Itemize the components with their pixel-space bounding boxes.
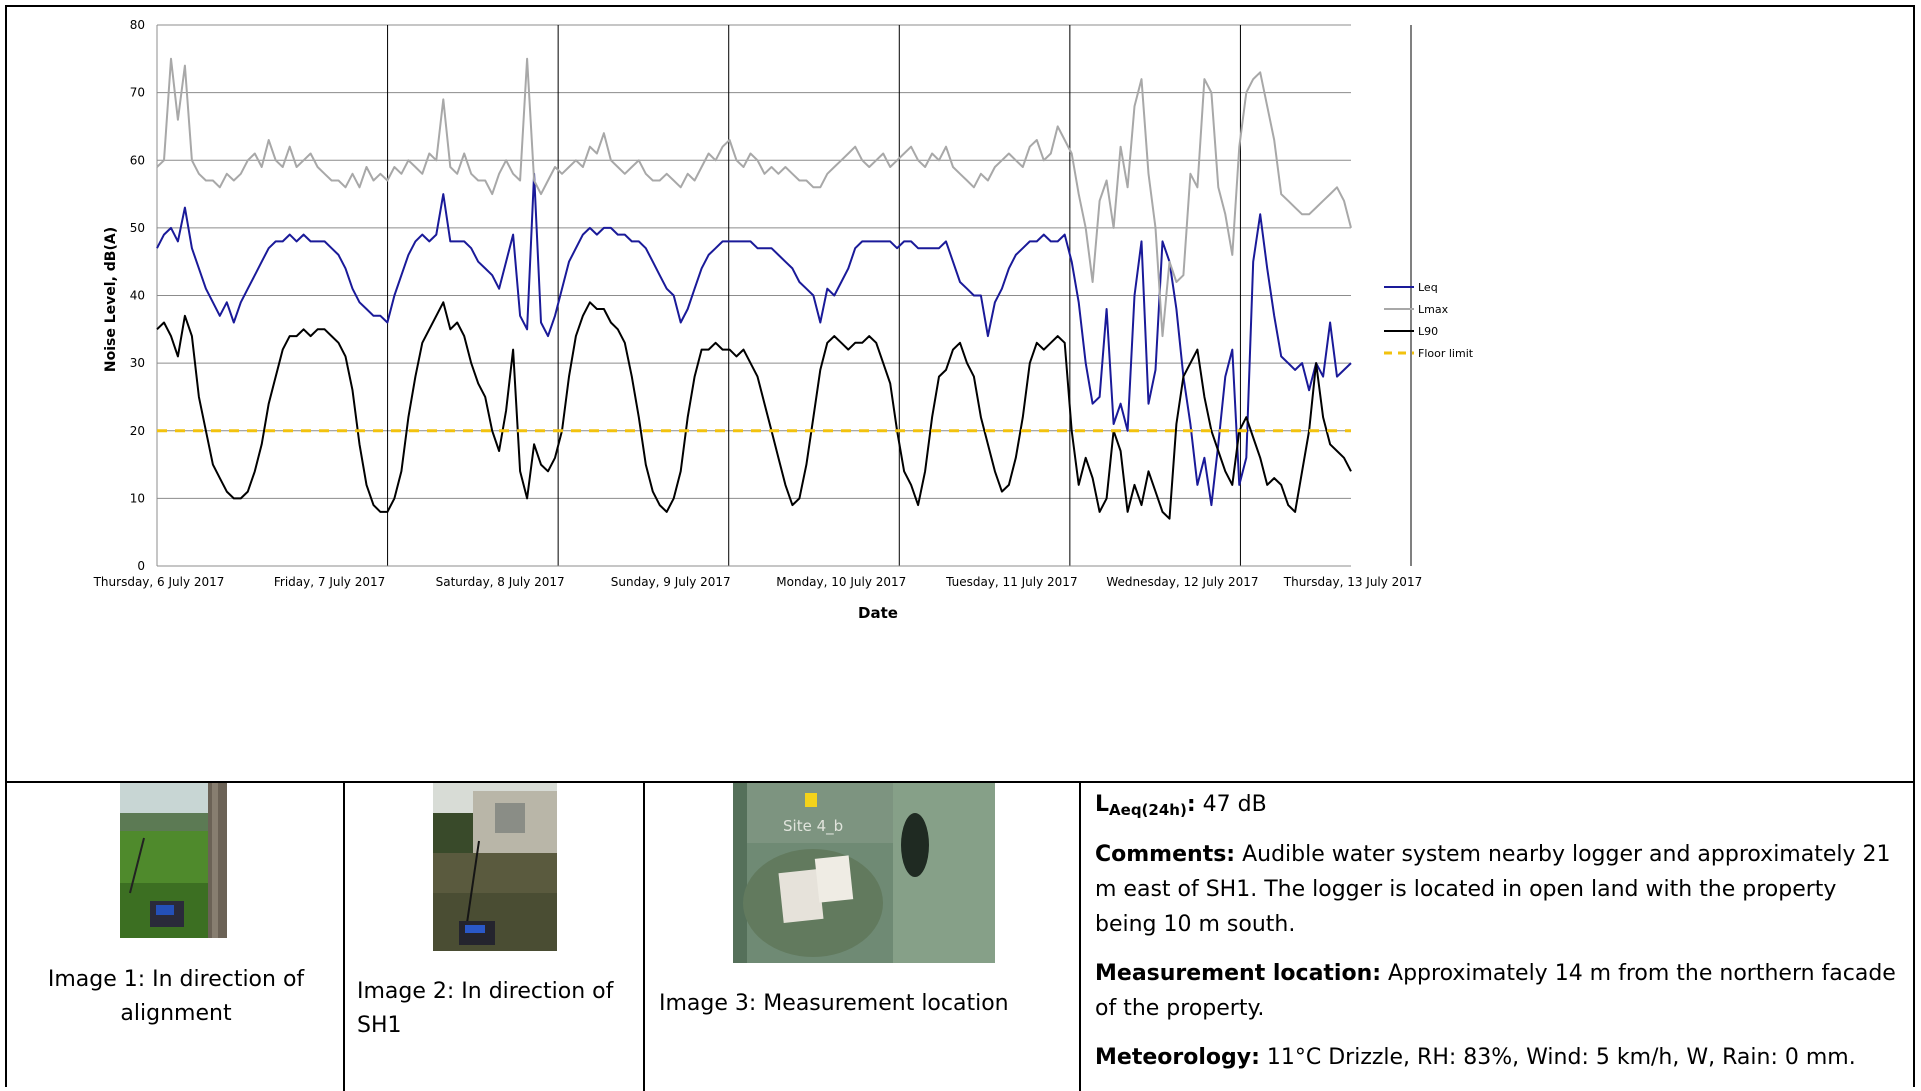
legend-label: Leq	[1418, 281, 1438, 294]
y-tick-label: 30	[130, 356, 145, 370]
legend-label: Floor limit	[1418, 347, 1474, 360]
y-tick-label: 10	[130, 491, 145, 505]
photo-alignment	[120, 783, 227, 938]
report-frame: 0 10 20 30 40 50 60 70 80 Thursday, 6 July 2017 Fr…	[5, 5, 1915, 1091]
x-tick-label: Friday, 7 July 2017	[274, 575, 385, 589]
photo-cell-2: Image 2: In direction of SH1	[345, 783, 645, 1091]
comments-label: Comments:	[1095, 842, 1236, 867]
map-site-label: Site 4_b	[783, 817, 843, 836]
y-tick-label: 80	[130, 18, 145, 32]
meteorology-text: 11°C Drizzle, RH: 83%, Wind: 5 km/h, W, …	[1259, 1045, 1856, 1070]
y-tick-label: 40	[130, 289, 145, 303]
meteorology-line: Meteorology: 11°C Drizzle, RH: 83%, Wind…	[1095, 1040, 1899, 1075]
laeq-label: L	[1095, 792, 1110, 817]
photo-info-row: Image 1: In direction of alignment Image…	[7, 781, 1913, 1091]
x-tick-label: Tuesday, 11 July 2017	[945, 575, 1077, 589]
series-line-lmax	[156, 57, 1352, 338]
photo-sh1	[433, 783, 557, 951]
x-tick-label: Saturday, 8 July 2017	[436, 575, 565, 589]
y-axis-title: Noise Level, dB(A)	[103, 227, 119, 372]
photo-cell-3: Site 4_b Image 3: Measurement location	[645, 783, 1081, 1091]
comments-text: Audible water system nearby logger and a…	[1095, 842, 1891, 937]
aerial-map-image: Site 4_b	[733, 783, 995, 963]
photo-cell-1: Image 1: In direction of alignment	[7, 783, 345, 1091]
photo-caption-1: Image 1: In direction of alignment	[47, 967, 305, 1026]
laeq-value: 47 dB	[1195, 792, 1267, 817]
series-line-leq	[156, 172, 1352, 507]
measurement-line: Measurement location: Approximately 14 m…	[1095, 956, 1899, 1026]
x-tick-label: Sunday, 9 July 2017	[611, 575, 731, 589]
site-info-cell: LAeq(24h): 47 dB Comments: Audible water…	[1081, 783, 1913, 1091]
x-tick-label: Monday, 10 July 2017	[776, 575, 906, 589]
aerial-map: Site 4_b	[733, 783, 995, 963]
laeq-subscript: Aeq(24h)	[1109, 801, 1187, 819]
series-line-l90	[156, 301, 1352, 520]
laeq-line: LAeq(24h): 47 dB	[1095, 787, 1899, 828]
photo-caption-3: Image 3: Measurement location	[659, 991, 1009, 1016]
x-tick-label: Thursday, 6 July 2017	[93, 575, 225, 589]
legend-label: Lmax	[1418, 303, 1449, 316]
y-tick-label: 50	[130, 221, 145, 235]
measurement-label: Measurement location:	[1095, 961, 1382, 986]
x-tick-label: Wednesday, 12 July 2017	[1106, 575, 1258, 589]
measurement-text: Approximately 14 m from the northern fac…	[1095, 961, 1896, 1021]
photo-alignment-image	[120, 783, 227, 938]
noise-chart: 0 10 20 30 40 50 60 70 80 Thursday, 6 July 2017 Fr…	[7, 7, 1913, 781]
photo-caption-2: Image 2: In direction of SH1	[357, 979, 614, 1038]
y-tick-label: 0	[137, 559, 145, 573]
noise-chart-svg: 0 10 20 30 40 50 60 70 80 Thursday, 6 July 2017 Fr…	[93, 18, 1474, 622]
comments-line: Comments: Audible water system nearby lo…	[1095, 837, 1899, 942]
x-axis-title: Date	[858, 604, 898, 622]
x-tick-label: Thursday, 13 July 2017	[1283, 575, 1422, 589]
meteorology-label: Meteorology:	[1095, 1045, 1260, 1070]
y-tick-label: 70	[130, 86, 145, 100]
y-tick-label: 20	[130, 424, 145, 438]
photo-sh1-image	[433, 783, 557, 951]
laeq-separator: :	[1186, 792, 1196, 817]
y-tick-label: 60	[130, 153, 145, 167]
legend-label: L90	[1418, 325, 1438, 338]
